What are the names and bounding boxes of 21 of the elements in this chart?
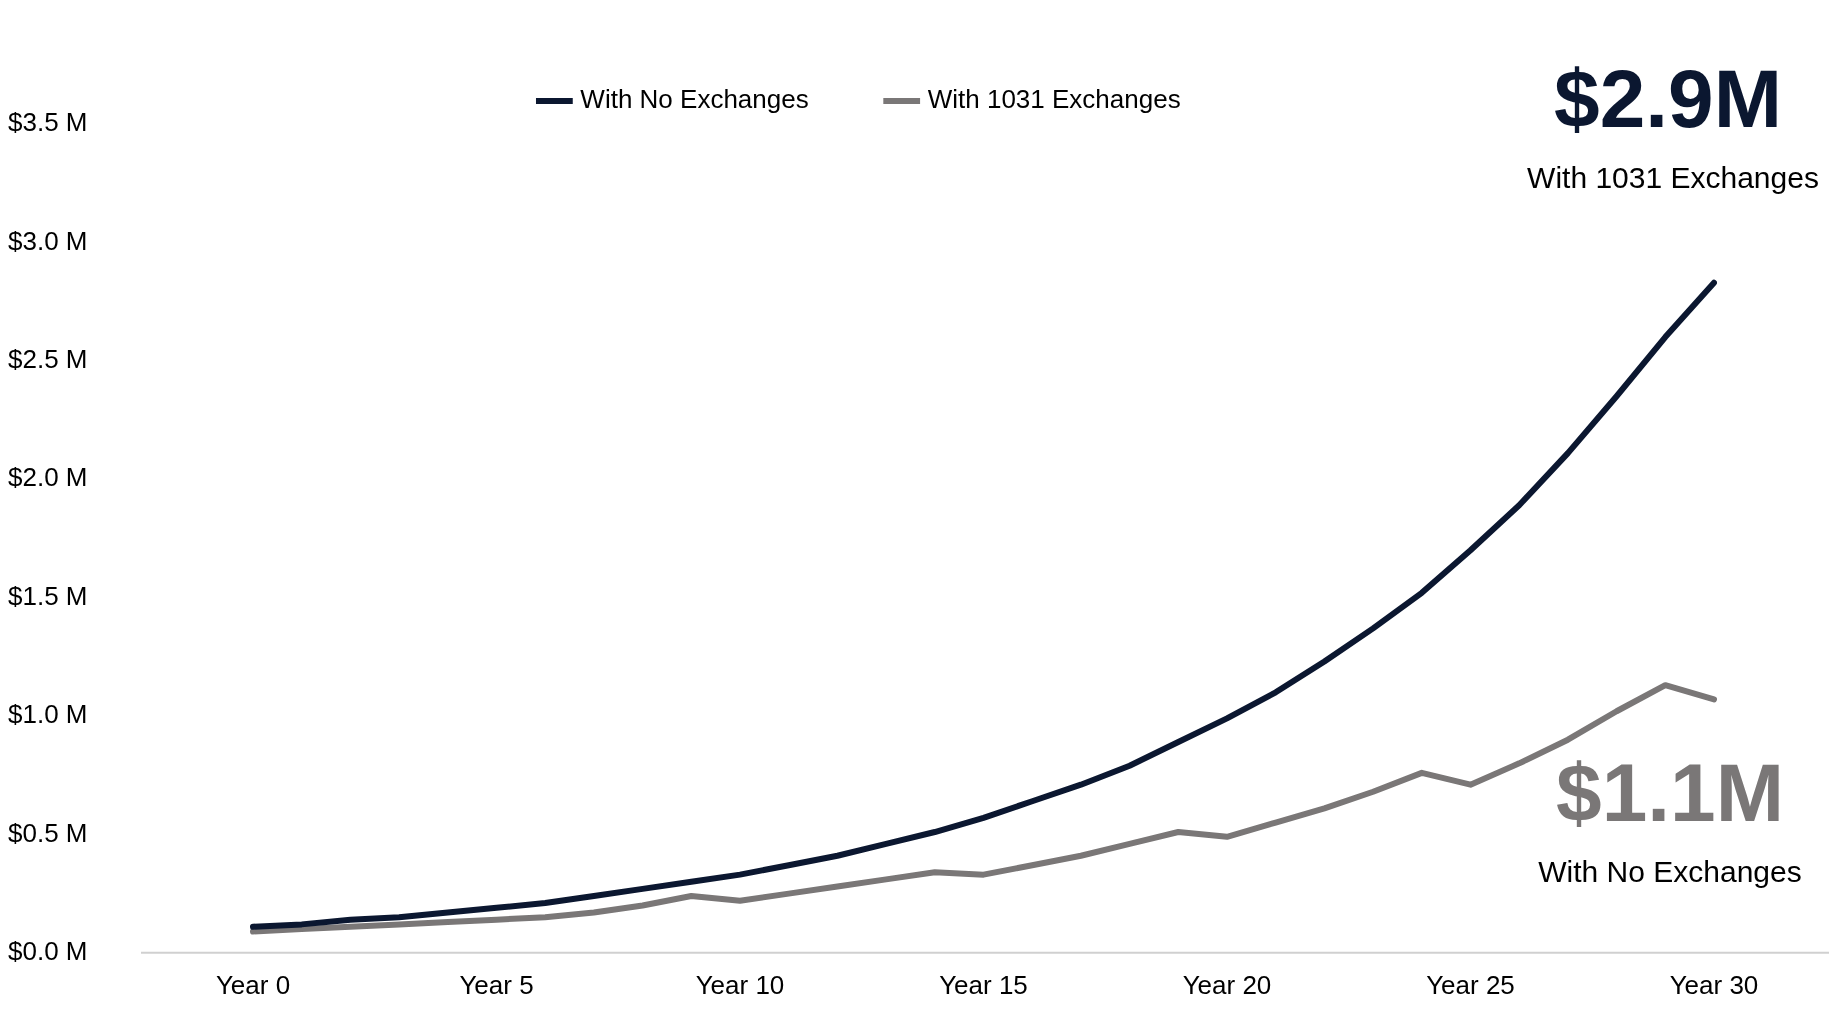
x-tick-label: Year 0 [215,969,291,1000]
annotation: $1.1M [1556,746,1784,838]
y-tick-label: $0.0 M [8,935,88,966]
y-tick-label: $0.5 M [8,817,88,848]
y-tick-label: $2.0 M [8,462,88,493]
y-tick-label: $2.5 M [8,343,88,374]
x-tick-label: Year 30 [1669,969,1759,1000]
annotation: $2.9M [1554,52,1782,144]
x-tick-label: Year 25 [1426,969,1515,1000]
x-tick-label: Year 5 [459,969,534,1000]
y-tick-label: $1.5 M [8,580,88,611]
x-tick-label: Year 10 [695,969,785,1000]
y-tick-label: $1.0 M [8,699,88,730]
annotation: With No Exchanges [1538,855,1802,889]
x-tick-label: Year 20 [1182,969,1272,1000]
legend-label: With No Exchanges [580,84,809,115]
y-tick-label: $3.5 M [8,107,88,138]
annotation: With 1031 Exchanges [1527,161,1819,195]
x-tick-label: Year 15 [939,969,1028,1000]
legend-label: With 1031 Exchanges [927,84,1181,115]
y-tick-label: $3.0 M [8,225,88,256]
